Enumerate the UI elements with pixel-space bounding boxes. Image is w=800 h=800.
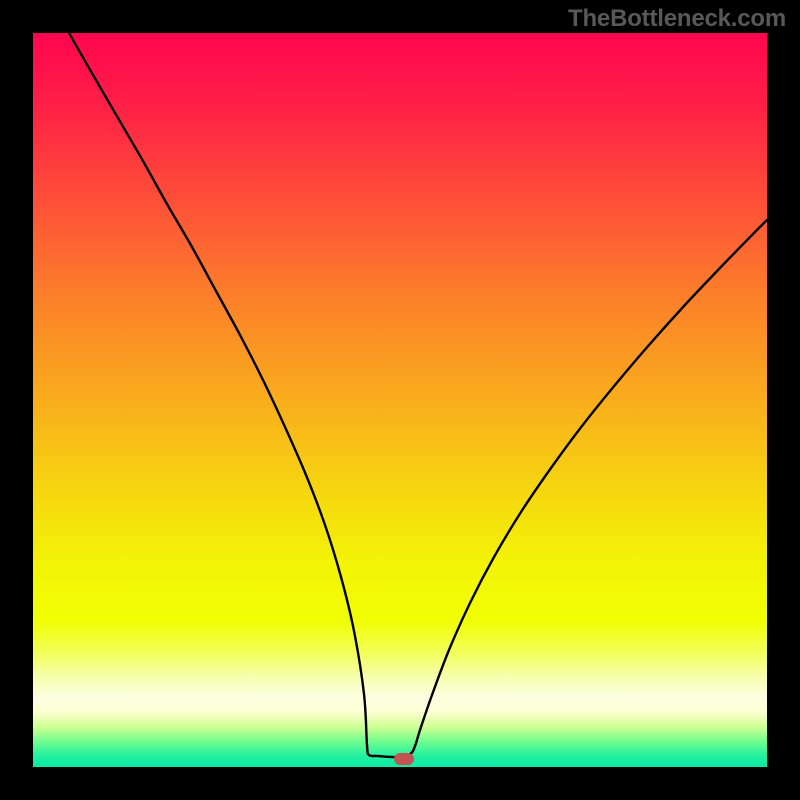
watermark-text: TheBottleneck.com bbox=[568, 5, 786, 33]
bottleneck-chart bbox=[0, 0, 800, 800]
optimum-marker bbox=[394, 753, 414, 765]
plot-background bbox=[33, 33, 767, 767]
